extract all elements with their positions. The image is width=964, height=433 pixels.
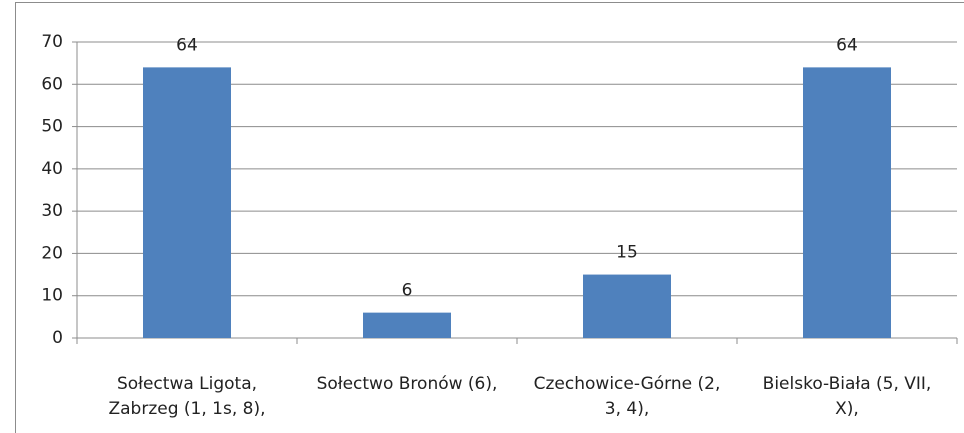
x-tick-label: Czechowice-Górne (2, 3, 4), [533, 374, 721, 419]
data-label: 64 [836, 35, 858, 55]
x-tick-label: Bielsko-Biała (5, VII, X), [762, 374, 932, 419]
y-tick-label: 60 [41, 74, 63, 94]
data-label: 64 [176, 35, 198, 55]
y-tick-label: 30 [41, 201, 63, 221]
y-tick-label: 40 [41, 159, 63, 179]
y-tick-label: 70 [41, 32, 63, 52]
y-tick-label: 20 [41, 243, 63, 263]
y-tick-label: 0 [52, 328, 63, 348]
bar [583, 274, 671, 338]
x-tick-label: Sołectwa Ligota, Zabrzeg (1, 1s, 8), [108, 374, 266, 419]
data-label: 15 [616, 243, 638, 263]
x-tick-label: Sołectwo Bronów (6), [316, 374, 498, 394]
chart-frame [15, 2, 964, 433]
bar [803, 67, 891, 338]
y-tick-label: 10 [41, 286, 63, 306]
y-tick-label: 50 [41, 117, 63, 137]
bar [363, 312, 451, 338]
data-label: 6 [402, 281, 413, 301]
bar [143, 67, 231, 338]
